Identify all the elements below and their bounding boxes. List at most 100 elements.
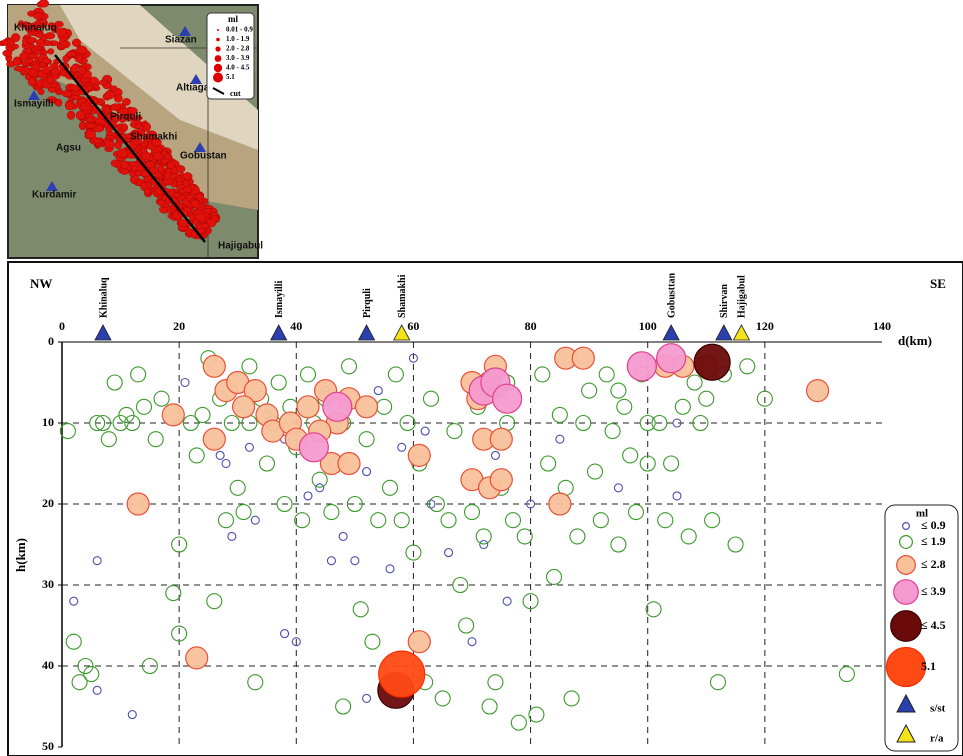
- map-dot: [42, 58, 51, 64]
- data-point: [236, 505, 251, 520]
- map-place-label: Gobustan: [180, 151, 227, 162]
- data-point: [408, 444, 430, 466]
- data-point: [506, 513, 521, 528]
- map-dot: [145, 161, 154, 168]
- data-point: [233, 396, 255, 418]
- data-point: [588, 464, 603, 479]
- station-label: Pirquli: [362, 288, 373, 318]
- data-point: [421, 427, 429, 435]
- map-legend-label: 0.01 - 0.9: [226, 26, 253, 34]
- right-label: SE: [930, 276, 946, 291]
- map-legend-label: 3.0 - 3.9: [226, 54, 250, 62]
- data-point: [480, 541, 488, 549]
- map-inset: KhinaluqSiazanAltiagacIsmayilliPirquliSh…: [0, 0, 263, 258]
- map-legend-label: 2.0 - 2.8: [226, 45, 250, 53]
- station-label: Gobusttan: [666, 273, 677, 318]
- legend-label: ≤ 1.9: [921, 534, 946, 548]
- data-point: [664, 456, 679, 471]
- data-point: [207, 594, 222, 609]
- map-place-label: Kurdamir: [32, 190, 77, 201]
- data-point: [493, 384, 522, 413]
- data-point: [371, 513, 386, 528]
- data-point: [445, 549, 453, 557]
- data-point: [181, 379, 189, 387]
- map-legend-cut-label: cut: [230, 89, 241, 98]
- data-point: [154, 391, 169, 406]
- data-point: [572, 347, 594, 369]
- data-point: [511, 715, 526, 730]
- data-point: [299, 433, 328, 462]
- data-point: [66, 634, 81, 649]
- data-point: [297, 396, 319, 418]
- station-label: Shirvan: [719, 284, 730, 318]
- data-point: [517, 529, 532, 544]
- x-tick-label: 100: [639, 319, 657, 333]
- map-dot: [11, 33, 20, 41]
- station-marker: [716, 325, 732, 340]
- data-point: [582, 383, 597, 398]
- station-label: Shamakhi: [397, 274, 408, 318]
- x-tick-label: 40: [290, 319, 302, 333]
- data-point: [228, 532, 236, 540]
- map-dot: [71, 65, 78, 73]
- map-dot: [67, 111, 75, 120]
- data-point: [491, 451, 499, 459]
- map-dot: [13, 57, 21, 66]
- map-dot: [51, 68, 61, 75]
- data-point: [490, 469, 512, 491]
- data-point: [137, 399, 152, 414]
- map-dot: [202, 223, 209, 228]
- map-dot: [66, 52, 76, 58]
- map-dot: [62, 90, 72, 96]
- x-tick-label: 0: [59, 319, 65, 333]
- data-point: [186, 647, 208, 669]
- data-point: [599, 367, 614, 382]
- map-dot: [14, 66, 24, 71]
- data-point: [338, 453, 360, 475]
- y-tick-label: 40: [42, 658, 54, 672]
- map-dot: [25, 58, 33, 64]
- map-dot: [56, 28, 66, 36]
- data-point: [614, 484, 622, 492]
- map-legend-dot: [213, 73, 223, 83]
- data-point: [459, 618, 474, 633]
- data-point: [383, 480, 398, 495]
- data-point: [351, 557, 359, 565]
- data-point: [304, 492, 312, 500]
- data-point: [552, 407, 567, 422]
- map-dot: [115, 141, 122, 149]
- data-point: [617, 399, 632, 414]
- map-dot: [144, 188, 150, 194]
- data-point: [605, 424, 620, 439]
- data-point: [694, 344, 730, 380]
- data-point: [740, 359, 755, 374]
- map-dot: [99, 80, 107, 85]
- data-point: [339, 532, 347, 540]
- x-tick-label: 80: [525, 319, 537, 333]
- map-dot: [121, 161, 129, 169]
- data-point: [363, 468, 371, 476]
- data-point: [323, 392, 352, 421]
- data-point: [611, 537, 626, 552]
- station-marker: [95, 325, 111, 340]
- data-point: [166, 586, 181, 601]
- map-place-label: Agsu: [56, 143, 81, 154]
- map-dot: [48, 48, 54, 54]
- figure: KhinaluqSiazanAltiagacIsmayilliPirquliSh…: [0, 0, 963, 756]
- map-dot: [28, 77, 36, 86]
- data-point: [127, 493, 149, 515]
- data-point: [251, 516, 259, 524]
- map-dot: [76, 111, 86, 120]
- map-dot: [38, 88, 44, 95]
- map-dot: [196, 194, 204, 201]
- data-point: [248, 675, 263, 690]
- data-point: [611, 383, 626, 398]
- data-point: [377, 399, 392, 414]
- map-dot: [33, 13, 43, 20]
- data-point: [388, 367, 403, 382]
- map-dot: [122, 98, 130, 105]
- legend-label: ≤ 2.8: [921, 557, 946, 571]
- y-tick-label: 10: [42, 415, 54, 429]
- data-point: [657, 344, 686, 373]
